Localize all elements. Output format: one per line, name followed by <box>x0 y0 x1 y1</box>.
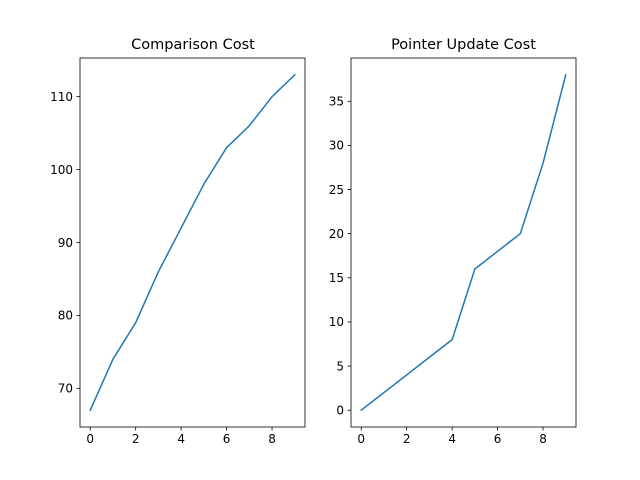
axes-frame <box>79 57 306 428</box>
x-tick-label: 4 <box>448 432 456 446</box>
y-tick-label: 10 <box>329 315 344 329</box>
chart-pointer-update-cost: Pointer Update Cost 0 2 4 6 8 0 5 10 15 20 25 30 35 <box>329 37 577 446</box>
x-tick-label: 4 <box>177 432 185 446</box>
x-tick-label: 8 <box>539 432 547 446</box>
x-tick-label: 2 <box>132 432 140 446</box>
y-tick-label: 110 <box>50 90 73 104</box>
x-tick-label: 0 <box>86 432 94 446</box>
x-tick-label: 8 <box>268 432 276 446</box>
x-tick-label: 6 <box>223 432 231 446</box>
x-tick-label: 0 <box>357 432 365 446</box>
y-tick-label: 100 <box>50 163 73 177</box>
y-tick-label: 70 <box>58 382 73 396</box>
y-tick-label: 0 <box>336 404 344 418</box>
chart-title: Pointer Update Cost <box>391 37 536 53</box>
y-tick-label: 80 <box>58 309 73 323</box>
plot-area-pointer-update-cost: 0 2 4 6 8 0 5 10 15 20 25 30 35 <box>329 57 577 446</box>
y-tick-label: 15 <box>329 271 344 285</box>
series-line-0 <box>89 73 296 412</box>
y-tick-label: 90 <box>58 236 73 250</box>
y-tick-label: 20 <box>329 227 344 241</box>
series-line-0 <box>360 73 567 412</box>
y-tick-label: 25 <box>329 183 344 197</box>
y-tick-label: 30 <box>329 139 344 153</box>
axes-frame <box>350 57 577 428</box>
chart-title: Comparison Cost <box>131 37 255 53</box>
x-tick-label: 6 <box>494 432 502 446</box>
y-tick-label: 35 <box>329 95 344 109</box>
chart-comparison-cost: Comparison Cost 0 2 4 6 8 70 80 90 100 110 <box>50 37 306 446</box>
plot-area-comparison-cost: 0 2 4 6 8 70 80 90 100 110 <box>50 57 306 446</box>
x-tick-label: 2 <box>403 432 411 446</box>
y-tick-label: 5 <box>336 359 344 373</box>
